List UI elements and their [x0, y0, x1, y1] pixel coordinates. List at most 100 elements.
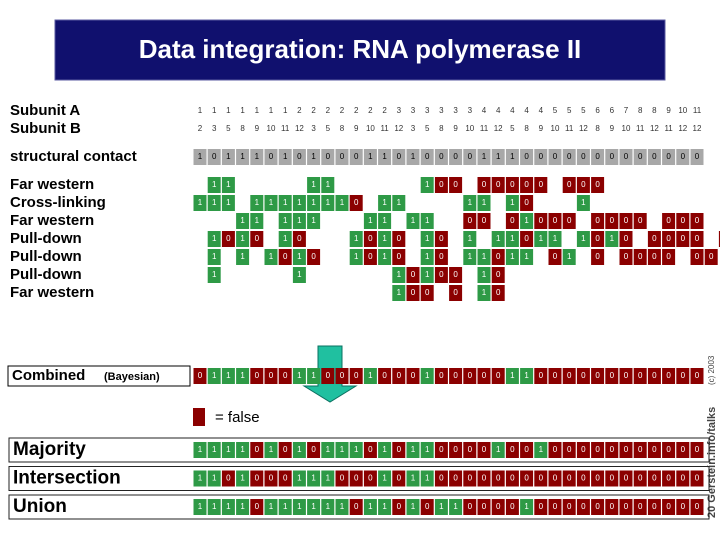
- subunit-index: 2: [368, 106, 373, 115]
- cell: [491, 149, 505, 165]
- cell-value: 1: [326, 198, 331, 207]
- cell-value: 0: [468, 216, 473, 225]
- cell: [434, 368, 448, 384]
- cell-value: 1: [212, 270, 217, 279]
- cell: [207, 470, 221, 487]
- cell: [449, 499, 463, 515]
- cell: [591, 499, 605, 515]
- cell: [406, 285, 420, 301]
- cell-value: 1: [297, 198, 302, 207]
- cell-value: 0: [638, 371, 643, 380]
- cell-value: 0: [681, 474, 686, 483]
- cell-value: 0: [709, 252, 714, 261]
- cell-value: 1: [482, 198, 487, 207]
- cell: [434, 177, 448, 193]
- subunit-index: 8: [439, 124, 444, 133]
- cell: [520, 177, 534, 193]
- cell-value: 0: [340, 474, 345, 483]
- cell: [307, 195, 321, 211]
- cell: [392, 442, 406, 458]
- cell-value: 1: [212, 234, 217, 243]
- subunit-index: 5: [226, 124, 231, 133]
- cell: [349, 442, 363, 458]
- cell-value: 0: [681, 371, 686, 380]
- cell: [292, 149, 306, 165]
- cell: [349, 368, 363, 384]
- cell-value: 0: [354, 371, 359, 380]
- cell-value: 0: [553, 371, 558, 380]
- cell: [321, 195, 335, 211]
- cell: [477, 267, 491, 283]
- cell: [378, 368, 392, 384]
- cell-value: 0: [510, 502, 515, 511]
- cell: [534, 149, 548, 165]
- cell: [278, 470, 292, 487]
- cell: [463, 231, 477, 247]
- cell: [718, 231, 720, 247]
- subunit-index: 8: [595, 124, 600, 133]
- cell: [392, 470, 406, 487]
- cell: [434, 249, 448, 265]
- row-sublabel: (Bayesian): [104, 371, 160, 383]
- cell-value: 0: [340, 371, 345, 380]
- cell-value: 1: [553, 234, 558, 243]
- cell: [378, 231, 392, 247]
- cell-value: 0: [255, 234, 260, 243]
- cell-value: 1: [198, 445, 203, 454]
- cell: [363, 442, 377, 458]
- cell-value: 0: [681, 445, 686, 454]
- cell-value: 0: [539, 152, 544, 161]
- cell-value: 0: [666, 445, 671, 454]
- cell: [562, 213, 576, 229]
- cell: [505, 177, 519, 193]
- cell-value: 0: [681, 152, 686, 161]
- cell: [576, 368, 590, 384]
- cell-value: 1: [198, 152, 203, 161]
- cell-value: 0: [539, 216, 544, 225]
- cell-value: 1: [524, 502, 529, 511]
- subunit-index: 10: [267, 124, 276, 133]
- cell: [505, 231, 519, 247]
- cell-value: 1: [212, 474, 217, 483]
- cell: [406, 442, 420, 458]
- cell: [193, 470, 207, 487]
- cell: [307, 368, 321, 384]
- cell-value: 1: [482, 152, 487, 161]
- cell: [449, 177, 463, 193]
- cell-value: 1: [411, 502, 416, 511]
- cell: [591, 177, 605, 193]
- cell-value: 0: [496, 252, 501, 261]
- row-label: Majority: [13, 439, 86, 460]
- cell-value: 0: [610, 216, 615, 225]
- cell: [534, 177, 548, 193]
- subunit-index: 11: [565, 124, 574, 133]
- cell: [392, 368, 406, 384]
- cell: [250, 368, 264, 384]
- cell-value: 0: [411, 288, 416, 297]
- cell: [505, 368, 519, 384]
- subunit-index: 3: [425, 106, 430, 115]
- cell: [548, 149, 562, 165]
- cell: [676, 499, 690, 515]
- cell-value: 1: [297, 502, 302, 511]
- cell-value: 1: [212, 180, 217, 189]
- cell-value: 1: [297, 252, 302, 261]
- cell-value: 1: [524, 252, 529, 261]
- cell-value: 0: [453, 270, 458, 279]
- cell: [236, 442, 250, 458]
- cell-value: 1: [311, 180, 316, 189]
- cell: [420, 285, 434, 301]
- cell: [676, 442, 690, 458]
- cell-value: 1: [240, 152, 245, 161]
- cell: [207, 149, 221, 165]
- subunit-index: 1: [283, 106, 288, 115]
- cell: [193, 368, 207, 384]
- cell: [264, 470, 278, 487]
- cell-value: 0: [581, 474, 586, 483]
- subunit-index: 10: [678, 106, 687, 115]
- cell-value: 0: [610, 445, 615, 454]
- cell: [491, 249, 505, 265]
- cell: [662, 149, 676, 165]
- cell-value: 1: [581, 234, 586, 243]
